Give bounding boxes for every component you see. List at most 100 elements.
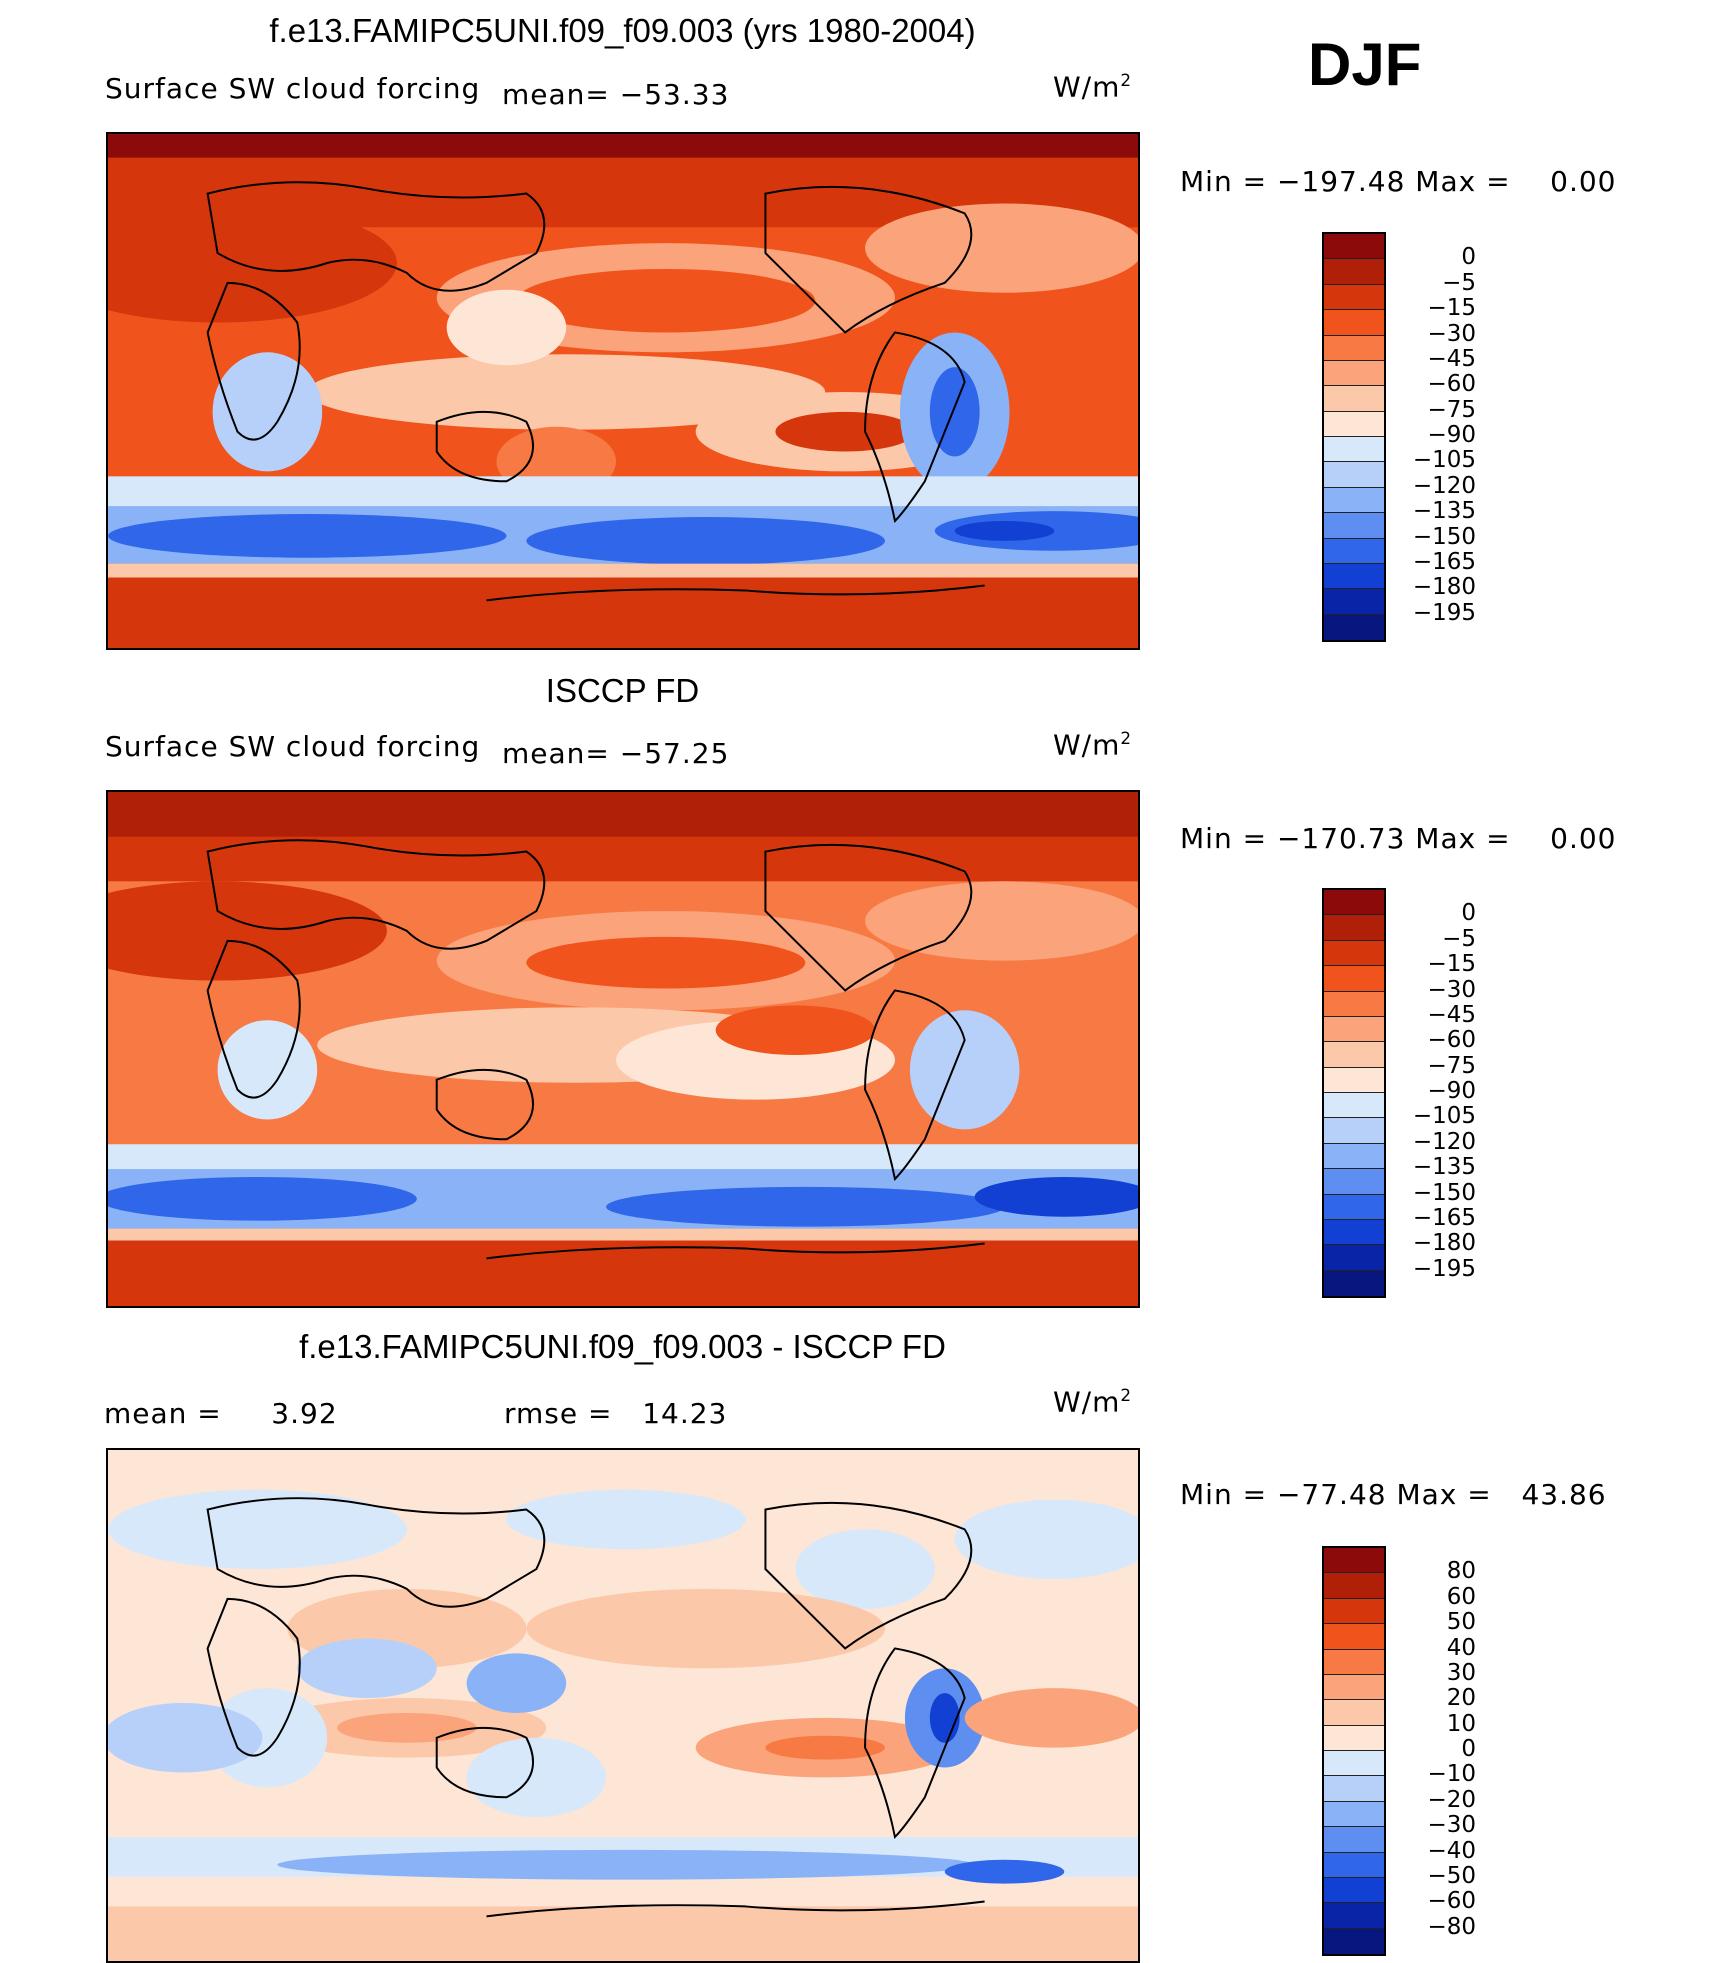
panel1-field-label: Surface SW cloud forcing bbox=[105, 72, 481, 105]
panel3-colorbar-tick-label: 50 bbox=[1446, 1609, 1476, 1636]
panel3-colorbar-tick-label: 80 bbox=[1446, 1558, 1476, 1585]
panel2-colorbar-tick-label: −135 bbox=[1412, 1154, 1476, 1181]
panel3-units: W/m2 bbox=[1053, 1385, 1133, 1419]
panel1-colorbar-cell bbox=[1324, 259, 1384, 285]
panel1-colorbar-cell bbox=[1324, 462, 1384, 488]
panel2-colorbar-cell bbox=[1324, 1270, 1384, 1296]
panel1-colorbar-tick-label: −180 bbox=[1412, 574, 1476, 601]
panel1-colorbar-cell bbox=[1324, 411, 1384, 437]
panel3-colorbar-tick-label: 10 bbox=[1446, 1710, 1476, 1737]
panel1-colorbar-tick-label: −45 bbox=[1427, 345, 1476, 372]
panel3-colorbar-cell bbox=[1324, 1903, 1384, 1929]
panel1-min-value: −197.48 bbox=[1276, 165, 1406, 198]
panel3-mean-label: mean = bbox=[104, 1397, 222, 1430]
panel1-colorbar-tick-label: −60 bbox=[1427, 371, 1476, 398]
panel1-colorbar-cell bbox=[1324, 437, 1384, 463]
panel1-colorbar-tick-label: −30 bbox=[1427, 320, 1476, 347]
panel3-map bbox=[106, 1448, 1140, 1963]
panel2-title: ISCCP FD bbox=[545, 672, 700, 709]
panel2-colorbar-cell bbox=[1324, 1169, 1384, 1195]
panel2-colorbar-cell bbox=[1324, 1118, 1384, 1144]
panel1-colorbar-labels: 0 −5 −15 −30 −45 −60 −75 −90 −105 −120 −135 −150 −16… bbox=[1396, 232, 1516, 642]
panel2-map-svg bbox=[108, 792, 1138, 1306]
panel3-rmse: rmse = 14.23 bbox=[504, 1397, 727, 1430]
panel1-title: f.e13.FAMIPC5UNI.f09_f09.003 (yrs 1980-2… bbox=[269, 12, 976, 49]
panel2-colorbar-tick-label: −30 bbox=[1427, 976, 1476, 1003]
panel2-colorbar-tick-label: −165 bbox=[1412, 1204, 1476, 1231]
panel3-title: f.e13.FAMIPC5UNI.f09_f09.003 - ISCCP FD bbox=[299, 1328, 946, 1365]
panel1-colorbar-cell bbox=[1324, 360, 1384, 387]
panel3-colorbar-cell bbox=[1324, 1852, 1384, 1878]
panel1-minmax: Min = −197.48 Max = 0.00 bbox=[1180, 165, 1617, 198]
panel3-colorbar-tick-label: 40 bbox=[1446, 1634, 1476, 1661]
panel3-colorbar-tick-label: 60 bbox=[1446, 1583, 1476, 1610]
panel3-colorbar-tick-label: −40 bbox=[1427, 1837, 1476, 1864]
panel2-colorbar-labels: 0 −5 −15 −30 −45 −60 −75 −90 −105 −120 −135 −150 −16… bbox=[1396, 888, 1516, 1298]
panel3-colorbar-tick-label: −20 bbox=[1427, 1786, 1476, 1813]
panel1-colorbar-tick-label: −135 bbox=[1412, 498, 1476, 525]
panel2-mean: mean= −57.25 bbox=[502, 737, 729, 770]
panel3-colorbar-cell bbox=[1324, 1776, 1384, 1802]
panel1-colorbar-tick-label: 0 bbox=[1461, 244, 1476, 271]
panel1-map-svg bbox=[108, 134, 1138, 648]
panel2-colorbar-tick-label: −180 bbox=[1412, 1230, 1476, 1257]
panel2-minmax: Min = −170.73 Max = 0.00 bbox=[1180, 822, 1617, 855]
panel1-colorbar-cell bbox=[1324, 234, 1384, 260]
panel2-colorbar-tick-label: −90 bbox=[1427, 1078, 1476, 1104]
panel2-map bbox=[106, 790, 1140, 1308]
panel3-colorbar-cell bbox=[1324, 1751, 1384, 1777]
panel1-map bbox=[106, 132, 1140, 650]
panel1-colorbar-cell bbox=[1324, 563, 1384, 590]
panel3-mean: mean = 3.92 bbox=[104, 1397, 338, 1430]
panel1-colorbar-tick-label: −105 bbox=[1412, 447, 1476, 474]
panel3-colorbar-cell bbox=[1324, 1573, 1384, 1599]
panel1-mean: mean= −53.33 bbox=[502, 78, 729, 111]
panel3-colorbar-cell bbox=[1324, 1548, 1384, 1574]
panel3-max-value: 43.86 bbox=[1521, 1478, 1607, 1511]
panel2-colorbar-cell bbox=[1324, 1219, 1384, 1246]
panel1-colorbar-tick-label: −120 bbox=[1412, 472, 1476, 499]
panel1-colorbar-tick-label: −195 bbox=[1412, 599, 1476, 626]
panel2-mean-label: mean= bbox=[502, 737, 610, 770]
panel2-mean-value: −57.25 bbox=[619, 737, 730, 770]
panel2-colorbar-cell bbox=[1324, 991, 1384, 1017]
panel3-colorbar-tick-label: 30 bbox=[1446, 1659, 1476, 1686]
panel2-colorbar-tick-label: −150 bbox=[1412, 1179, 1476, 1206]
panel2-min-value: −170.73 bbox=[1276, 822, 1406, 855]
panel1-max-value: 0.00 bbox=[1550, 165, 1617, 198]
panel1-colorbar-cell bbox=[1324, 513, 1384, 539]
panel2-colorbar-tick-label: −45 bbox=[1427, 1001, 1476, 1028]
panel3-colorbar-cell bbox=[1324, 1624, 1384, 1650]
panel3-rmse-label: rmse = bbox=[504, 1397, 613, 1430]
panel1-colorbar-cell bbox=[1324, 614, 1384, 640]
panel3-colorbar-tick-label: −30 bbox=[1427, 1812, 1476, 1839]
panel2-colorbar-cell bbox=[1324, 1194, 1384, 1220]
panel1-colorbar-cell bbox=[1324, 487, 1384, 514]
panel3-min-value: −77.48 bbox=[1276, 1478, 1387, 1511]
panel3-colorbar-cell bbox=[1324, 1801, 1384, 1828]
panel2-colorbar-cell bbox=[1324, 966, 1384, 992]
panel1-mean-value: −53.33 bbox=[619, 78, 730, 111]
panel1-colorbar-cell bbox=[1324, 538, 1384, 564]
panel3-colorbar-cell bbox=[1324, 1598, 1384, 1625]
panel2-max-value: 0.00 bbox=[1550, 822, 1617, 855]
panel2-colorbar-tick-label: −75 bbox=[1427, 1052, 1476, 1079]
panel1-colorbar-cell bbox=[1324, 310, 1384, 336]
panel3-map-svg bbox=[108, 1450, 1138, 1961]
panel3-colorbar-cell bbox=[1324, 1725, 1384, 1751]
panel3-colorbar-cell bbox=[1324, 1649, 1384, 1675]
panel2-units: W/m2 bbox=[1053, 728, 1133, 762]
panel1-colorbar-tick-label: −165 bbox=[1412, 548, 1476, 575]
panel1-units: W/m2 bbox=[1053, 70, 1133, 104]
panel3-colorbar-tick-label: −80 bbox=[1427, 1913, 1476, 1940]
panel1-colorbar bbox=[1322, 232, 1386, 642]
panel2-colorbar-cell bbox=[1324, 1016, 1384, 1043]
panel3-colorbar-cell bbox=[1324, 1674, 1384, 1701]
panel2-colorbar bbox=[1322, 888, 1386, 1298]
panel1-mean-label: mean= bbox=[502, 78, 610, 111]
panel2-colorbar-cell bbox=[1324, 1245, 1384, 1271]
panel3-colorbar-cell bbox=[1324, 1700, 1384, 1726]
panel1-colorbar-cell bbox=[1324, 589, 1384, 615]
panel2-colorbar-tick-label: −195 bbox=[1412, 1255, 1476, 1282]
panel1-colorbar-tick-label: −90 bbox=[1427, 422, 1476, 448]
